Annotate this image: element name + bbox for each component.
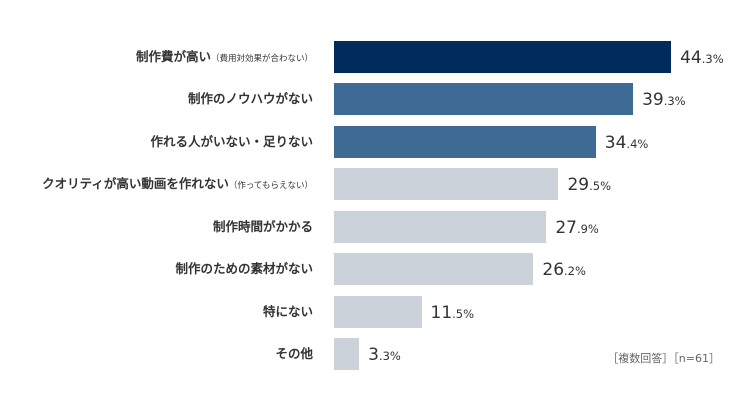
category-note: （作ってもらえない） [228, 181, 313, 192]
value-label: 26.2% [542, 253, 586, 285]
category-main: 制作のノウハウがない [187, 91, 313, 107]
value-label: 44.3% [680, 41, 724, 73]
value-label: 29.5% [567, 168, 611, 200]
category-main: 特にない [262, 303, 313, 319]
category-label: その他 [275, 338, 313, 370]
category-main: 作れる人がいない・足りない [150, 133, 313, 149]
category-main: 制作時間がかかる [212, 218, 313, 234]
value-int: 26 [542, 260, 565, 281]
value-dec: .3% [701, 52, 724, 66]
value-label: 3.3% [368, 338, 401, 370]
category-label: 作れる人がいない・足りない [150, 126, 313, 158]
category-main: 制作のための素材がない [175, 261, 313, 277]
value-int: 44 [680, 48, 702, 68]
value-label: 34.4% [605, 126, 649, 158]
value-dec: .4% [626, 136, 649, 151]
value-int: 11 [430, 302, 453, 323]
value-label: 27.9% [555, 211, 599, 243]
category-label: 制作のノウハウがない [188, 83, 313, 115]
bar [334, 210, 547, 243]
bar [334, 295, 422, 328]
bar [334, 338, 360, 371]
bar [334, 168, 559, 201]
bar [334, 41, 672, 73]
value-int: 39 [642, 90, 664, 111]
value-int: 34 [604, 132, 627, 153]
category-label: 制作時間がかかる [213, 211, 313, 243]
category-main: その他 [275, 346, 313, 362]
bar [334, 253, 534, 286]
value-dec: .5% [452, 306, 475, 321]
value-dec: .5% [589, 179, 612, 194]
value-dec: .9% [576, 221, 599, 236]
value-dec: .3% [378, 349, 401, 364]
value-int: 3 [368, 345, 379, 366]
category-label: 制作のための素材がない [175, 253, 313, 285]
value-label: 39.3% [642, 83, 686, 115]
category-main: 制作費が高い [135, 49, 211, 64]
category-note: （費用対効果が合わない） [210, 54, 313, 64]
value-int: 29 [567, 175, 590, 196]
category-main: クオリティが高い動画を作れない [42, 176, 229, 192]
sample-note: ［複数回答］［n=61］ [607, 352, 720, 365]
category-label: 制作費が高い（費用対効果が合わない） [136, 41, 313, 73]
category-label: クオリティが高い動画を作れない（作ってもらえない） [42, 168, 313, 200]
value-dec: .3% [663, 94, 686, 109]
value-int: 27 [555, 217, 577, 238]
category-label: 特にない [263, 296, 313, 328]
bar [334, 125, 596, 158]
value-dec: .2% [564, 264, 586, 279]
bar [334, 83, 634, 116]
value-label: 11.5% [431, 296, 475, 328]
